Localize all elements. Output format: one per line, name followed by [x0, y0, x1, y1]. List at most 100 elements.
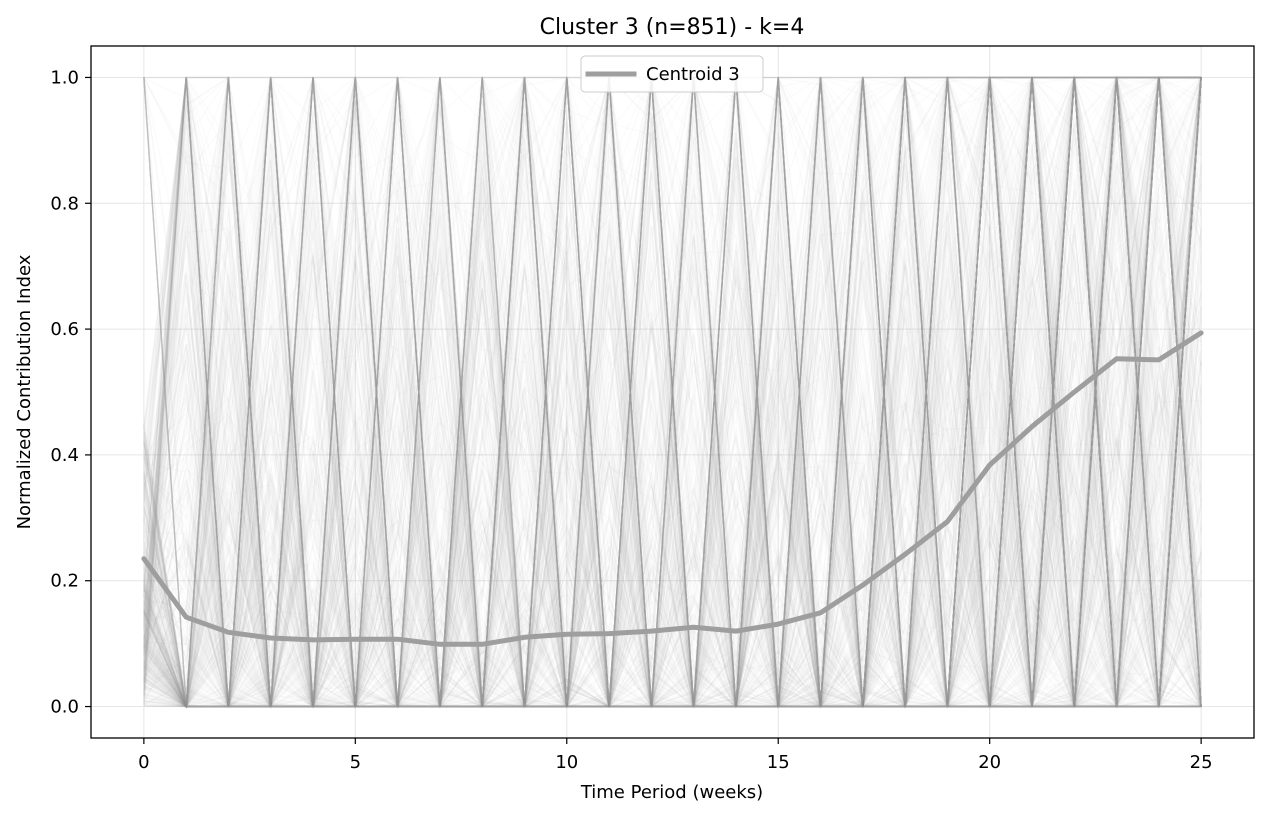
member-trajectory — [143, 77, 1202, 708]
member-trajectory — [143, 76, 1202, 708]
member-trajectory — [143, 77, 1202, 708]
member-trajectory — [143, 76, 1202, 708]
member-trajectory — [143, 77, 1202, 708]
member-trajectory — [143, 76, 1202, 708]
member-trajectory — [143, 76, 1202, 709]
member-trajectory — [143, 77, 1202, 708]
member-trajectory — [143, 77, 1202, 708]
member-trajectory — [143, 76, 1202, 709]
member-trajectory — [143, 143, 1202, 708]
member-trajectory — [143, 76, 1202, 710]
member-trajectory — [143, 76, 1202, 708]
member-trajectory — [143, 76, 1202, 708]
member-trajectory — [143, 75, 1202, 709]
member-trajectory — [143, 77, 1202, 708]
member-trajectory — [143, 76, 1202, 708]
member-trajectory — [143, 76, 1202, 708]
member-trajectory — [143, 77, 1202, 708]
member-trajectory — [143, 77, 1202, 708]
member-trajectory — [143, 77, 1202, 709]
member-trajectory — [143, 76, 1202, 708]
y-axis: 0.0 0.2 0.4 0.6 0.8 1.0 — [50, 67, 91, 718]
member-trajectory — [143, 76, 1202, 708]
member-trajectory — [143, 77, 1202, 710]
member-trajectory — [143, 76, 1202, 708]
member-trajectory — [143, 77, 1202, 709]
member-trajectory — [143, 77, 1202, 708]
member-trajectory — [143, 76, 1202, 708]
member-trajectory — [143, 277, 1202, 708]
member-trajectory — [143, 77, 1202, 708]
member-trajectory — [143, 77, 1202, 709]
member-trajectory — [143, 76, 1202, 709]
member-trajectory — [143, 75, 1202, 709]
member-trajectory — [143, 77, 1202, 709]
member-trajectory — [143, 76, 1202, 708]
member-trajectory — [143, 77, 1202, 709]
member-trajectory — [143, 77, 1202, 710]
member-trajectory — [143, 77, 1202, 710]
member-trajectory — [143, 76, 1202, 708]
member-trajectory — [143, 76, 1202, 708]
member-trajectory — [143, 76, 1202, 708]
member-trajectory — [143, 77, 1202, 709]
member-trajectory — [143, 76, 1202, 708]
member-trajectory — [143, 77, 1202, 708]
member-trajectory — [143, 77, 1202, 708]
member-trajectory — [143, 76, 1202, 710]
member-trajectory — [143, 77, 1202, 708]
member-trajectory — [143, 76, 1202, 709]
member-trajectory — [143, 76, 1202, 708]
member-trajectory — [143, 77, 1202, 708]
member-trajectory — [143, 76, 1202, 708]
member-trajectory — [143, 76, 1202, 708]
member-trajectory — [143, 76, 1202, 708]
member-trajectory — [143, 77, 1202, 708]
member-trajectory — [143, 77, 1202, 708]
member-trajectory — [143, 76, 1202, 708]
member-trajectory — [143, 77, 1202, 709]
member-trajectory — [143, 74, 1202, 708]
member-trajectory — [143, 75, 1202, 708]
member-trajectory — [143, 77, 1202, 709]
member-trajectory — [143, 75, 1202, 708]
x-tick-label: 25 — [1190, 752, 1213, 773]
member-trajectory — [143, 76, 1202, 708]
member-trajectory — [143, 76, 1202, 708]
member-trajectory — [143, 76, 1202, 709]
member-trajectory — [143, 75, 1202, 708]
member-trajectory — [143, 75, 1202, 708]
member-trajectory — [143, 77, 1202, 708]
member-trajectory — [143, 76, 1202, 708]
member-trajectory — [143, 76, 1202, 708]
member-trajectory — [143, 77, 1202, 709]
member-trajectory — [143, 76, 1202, 709]
member-trajectory — [143, 76, 1202, 708]
member-trajectory — [143, 77, 1202, 708]
member-trajectory — [143, 77, 1202, 709]
member-trajectory — [143, 76, 1202, 708]
member-trajectory — [143, 76, 1202, 708]
member-trajectory — [143, 77, 1202, 708]
member-trajectory — [143, 77, 1202, 708]
member-trajectory — [143, 76, 1202, 708]
member-trajectory — [143, 75, 1202, 708]
member-trajectory — [143, 77, 1202, 709]
member-trajectory — [143, 76, 1202, 708]
member-trajectory — [143, 77, 1202, 708]
legend-box — [580, 55, 764, 93]
member-trajectory — [143, 125, 1202, 708]
member-trajectory — [143, 77, 1202, 709]
member-trajectory — [143, 76, 1202, 708]
member-trajectory — [143, 77, 1202, 708]
member-trajectory — [143, 77, 1202, 709]
member-trajectory — [143, 77, 1202, 708]
member-trajectory — [143, 76, 1202, 708]
member-trajectory — [143, 76, 1202, 709]
member-trajectory — [143, 77, 1202, 708]
member-trajectory — [143, 76, 1202, 709]
member-trajectory — [143, 76, 1202, 708]
member-trajectory — [143, 77, 1202, 708]
member-trajectory — [143, 76, 1202, 708]
member-trajectory — [143, 77, 1202, 709]
